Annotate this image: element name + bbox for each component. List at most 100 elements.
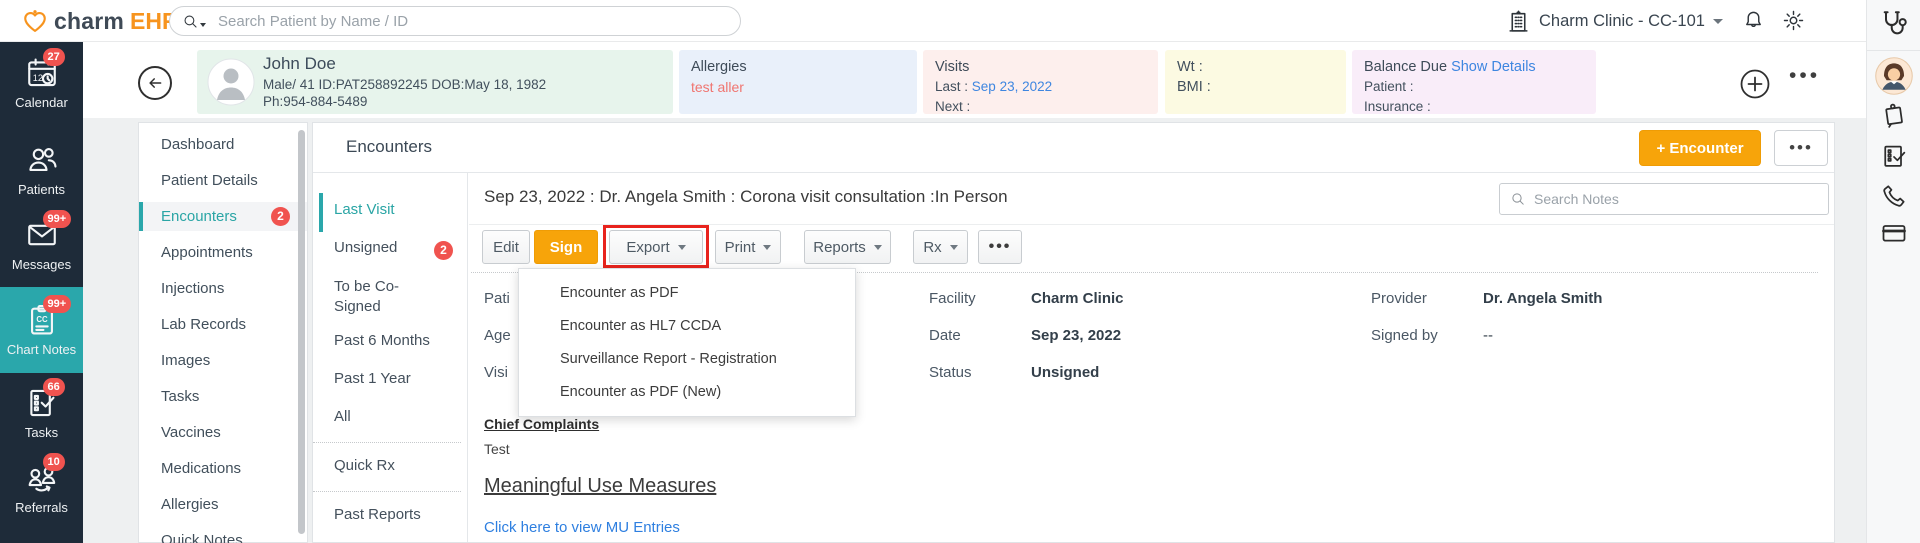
print-button[interactable]: Print (715, 230, 781, 264)
allergies-value: test aller (691, 79, 744, 95)
patient-search-bar[interactable] (169, 6, 741, 36)
export-button[interactable]: Export (609, 230, 703, 264)
allergies-label: Allergies (691, 59, 747, 75)
nav-item-label: Chart Notes (6, 342, 77, 357)
export-menu-item-encounter-as-pdf[interactable]: Encounter as PDF (560, 285, 679, 301)
menu-item-label: Medications (161, 460, 242, 477)
filter-past-6-months[interactable]: Past 6 Months (313, 332, 467, 355)
notification-badge: 99+ (42, 295, 72, 313)
add-circle-icon[interactable] (1739, 68, 1771, 100)
filter-last-visit[interactable]: Last Visit (313, 193, 467, 232)
nav-item-referrals[interactable]: 10 Referrals (0, 453, 83, 523)
allergies-card[interactable]: Allergies test aller (679, 50, 917, 114)
edit-button[interactable]: Edit (482, 230, 530, 264)
export-menu-item-encounter-as-pdf-new[interactable]: Encounter as PDF (New) (560, 384, 722, 400)
tasks-icon: 66 (25, 378, 65, 420)
messages-icon: 99+ (25, 210, 72, 252)
brand-name: charm (54, 8, 125, 34)
detail-label: Status (929, 364, 972, 381)
balance-row: Balance Due Show Details (1364, 59, 1536, 75)
filter-label: Unsigned (334, 239, 398, 256)
user-avatar[interactable] (1875, 57, 1913, 95)
calendar-icon: 12 27 (25, 48, 65, 90)
clinic-selector[interactable]: Charm Clinic - CC-101 (1506, 0, 1723, 42)
detail-row: Pati (484, 287, 511, 310)
nav-item-messages[interactable]: 99+ Messages (0, 210, 83, 278)
patient-phone: Ph:954-884-5489 (263, 94, 368, 109)
search-filter-caret-icon (200, 23, 206, 27)
charm-ehr-logo[interactable]: charm EHR (22, 8, 179, 35)
credit-card-icon[interactable] (1880, 219, 1908, 247)
nav-item-chart-notes[interactable]: CC 99+ Chart Notes (0, 287, 83, 373)
phone-icon[interactable] (1880, 182, 1908, 210)
chart-menu-list: Dashboard Patient Details Encounters 2 Appoi… (139, 130, 307, 543)
detail-label: Visi (484, 364, 508, 381)
detail-row: Age (484, 324, 511, 347)
detail-label: Signed by (1371, 327, 1438, 344)
back-button[interactable] (138, 66, 172, 100)
filter-quick-rx[interactable]: Quick Rx (313, 457, 467, 480)
chart-menu-item-vaccines[interactable]: Vaccines (139, 418, 307, 447)
filter-past-1-year[interactable]: Past 1 Year (313, 370, 467, 393)
nav-item-tasks[interactable]: 66 Tasks (0, 378, 83, 444)
scrollbar[interactable] (298, 130, 305, 534)
filter-unsigned[interactable]: Unsigned 2 (313, 239, 467, 262)
last-visit-row: Last : Sep 23, 2022 (935, 79, 1053, 94)
sticky-note-icon[interactable] (1880, 101, 1908, 129)
nav-item-patients[interactable]: Patients (0, 140, 83, 200)
panel-more-button[interactable]: ••• (1774, 130, 1828, 166)
detail-row: Visi (484, 361, 511, 384)
show-details-link[interactable]: Show Details (1451, 59, 1536, 75)
stethoscope-icon[interactable] (1878, 8, 1910, 40)
more-options-icon[interactable]: ••• (1789, 64, 1821, 87)
chart-menu-item-dashboard[interactable]: Dashboard (139, 130, 307, 159)
last-visit-date-link[interactable]: Sep 23, 2022 (971, 79, 1053, 94)
count-badge: 2 (434, 241, 453, 260)
chart-menu-item-medications[interactable]: Medications (139, 454, 307, 483)
filter-label: Last Visit (334, 201, 395, 218)
filter-to-be-co-signed[interactable]: To be Co-Signed (313, 277, 443, 317)
encounters-header: Encounters + Encounter ••• (313, 123, 1834, 173)
reports-button[interactable]: Reports (804, 230, 891, 264)
notes-search-bar[interactable] (1499, 183, 1829, 215)
balance-insurance-row: Insurance : (1364, 99, 1431, 114)
chart-menu-item-encounters[interactable]: Encounters 2 (139, 202, 307, 231)
sign-button[interactable]: Sign (534, 230, 598, 264)
vitals-card[interactable]: Wt : BMI : (1165, 50, 1346, 114)
bell-icon[interactable] (1742, 9, 1765, 32)
chart-menu-item-quick-notes[interactable]: Quick Notes (139, 526, 307, 543)
nav-item-label: Messages (11, 257, 72, 272)
filter-label: Past Reports (334, 506, 421, 523)
chart-menu-item-appointments[interactable]: Appointments (139, 238, 307, 267)
export-menu-item-encounter-as-hl7-ccda[interactable]: Encounter as HL7 CCDA (560, 318, 722, 334)
divider (469, 224, 1834, 225)
chart-menu-item-injections[interactable]: Injections (139, 274, 307, 303)
filter-past-reports[interactable]: Past Reports (313, 506, 467, 529)
menu-item-label: Encounters (161, 208, 237, 225)
chart-menu-item-images[interactable]: Images (139, 346, 307, 375)
chief-complaints-value: Test (484, 441, 510, 457)
nav-item-calendar[interactable]: 12 27 Calendar (0, 48, 83, 116)
patient-summary[interactable]: John Doe Male/ 41 ID:PAT258892245 DOB:Ma… (197, 50, 673, 114)
menu-item-label: Appointments (161, 244, 253, 261)
add-encounter-button[interactable]: + Encounter (1639, 130, 1761, 166)
form-checklist-icon[interactable] (1880, 142, 1908, 170)
export-menu-item-surveillance-report-registration[interactable]: Surveillance Report - Registration (560, 351, 777, 367)
heart-logo-icon (22, 9, 48, 35)
visits-card[interactable]: Visits Last : Sep 23, 2022 Next : (923, 50, 1158, 114)
balance-card[interactable]: Balance Due Show Details Patient : Insur… (1352, 50, 1596, 114)
filter-all[interactable]: All (313, 408, 467, 431)
more-actions-button[interactable]: ••• (978, 230, 1022, 264)
chart-menu-item-lab-records[interactable]: Lab Records (139, 310, 307, 339)
patient-search-input[interactable] (218, 12, 698, 30)
chart-menu-item-patient-details[interactable]: Patient Details (139, 166, 307, 195)
detail-value: Unsigned (1031, 364, 1100, 381)
mu-entries-link[interactable]: Click here to view MU Entries (484, 519, 680, 536)
right-icon-rail (1866, 0, 1920, 543)
rx-button[interactable]: Rx (913, 230, 968, 264)
gear-icon[interactable] (1782, 9, 1805, 32)
chart-menu-item-tasks[interactable]: Tasks (139, 382, 307, 411)
chart-menu-item-allergies[interactable]: Allergies (139, 490, 307, 519)
notes-search-input[interactable] (1534, 191, 1804, 207)
